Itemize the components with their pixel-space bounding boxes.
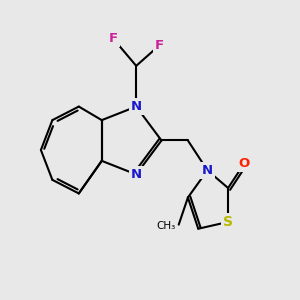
Text: F: F (154, 39, 164, 52)
Text: F: F (109, 32, 118, 45)
Text: N: N (202, 164, 213, 177)
Text: CH₃: CH₃ (156, 221, 175, 231)
Text: O: O (238, 157, 250, 170)
Text: S: S (223, 215, 233, 229)
Text: N: N (131, 168, 142, 181)
Text: N: N (131, 100, 142, 113)
